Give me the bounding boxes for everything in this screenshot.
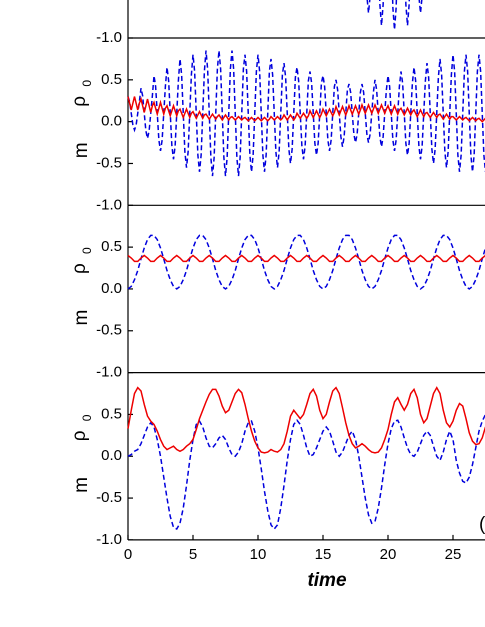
y-tick-label: 0.5 bbox=[101, 405, 122, 422]
y-tick-label: 0.0 bbox=[101, 280, 122, 297]
line-series bbox=[127, 386, 485, 454]
y-tick-label: 0.0 bbox=[101, 447, 122, 464]
y-axis-label: m bbox=[71, 142, 92, 158]
y-tick-label: 0.5 bbox=[101, 238, 122, 255]
y-tick-label: -0.5 bbox=[96, 489, 122, 506]
annotation: ( bbox=[479, 514, 485, 535]
y-tick-label: -1.0 bbox=[96, 364, 122, 381]
y-axis-label: m bbox=[71, 310, 92, 326]
y-axis-label: ρ bbox=[69, 96, 90, 107]
y-tick-label: -1.0 bbox=[96, 531, 122, 548]
y-tick-label: 0.5 bbox=[101, 71, 122, 88]
x-tick-label: 10 bbox=[250, 546, 267, 563]
y-axis-label: ρ bbox=[69, 430, 90, 441]
y-tick-label: -0.5 bbox=[96, 322, 122, 339]
y-tick-label: -1.0 bbox=[96, 29, 122, 46]
line-series bbox=[127, 50, 485, 177]
y-tick-label: -1.0 bbox=[96, 196, 122, 213]
y-tick-label: -0.5 bbox=[96, 154, 122, 171]
y-axis-label-subscript: 0 bbox=[80, 247, 94, 254]
x-tick-label: 20 bbox=[380, 546, 397, 563]
y-axis-label-subscript: 0 bbox=[80, 80, 94, 87]
line-series bbox=[127, 234, 485, 290]
line-series bbox=[127, 96, 485, 123]
y-tick-label: 0.0 bbox=[101, 113, 122, 130]
y-axis-label-subscript: 0 bbox=[80, 414, 94, 421]
x-tick-label: 0 bbox=[124, 546, 132, 563]
line-series bbox=[127, 254, 485, 263]
x-tick-label: 25 bbox=[445, 546, 462, 563]
line-series bbox=[127, 414, 485, 531]
y-axis-label: m bbox=[71, 477, 92, 493]
x-axis-label: time bbox=[307, 570, 347, 591]
x-tick-label: 15 bbox=[315, 546, 332, 563]
y-tick-label: -0.5 bbox=[96, 0, 122, 4]
line-series bbox=[366, 0, 423, 30]
x-tick-label: 5 bbox=[189, 546, 197, 563]
y-axis-label: ρ bbox=[69, 263, 90, 274]
